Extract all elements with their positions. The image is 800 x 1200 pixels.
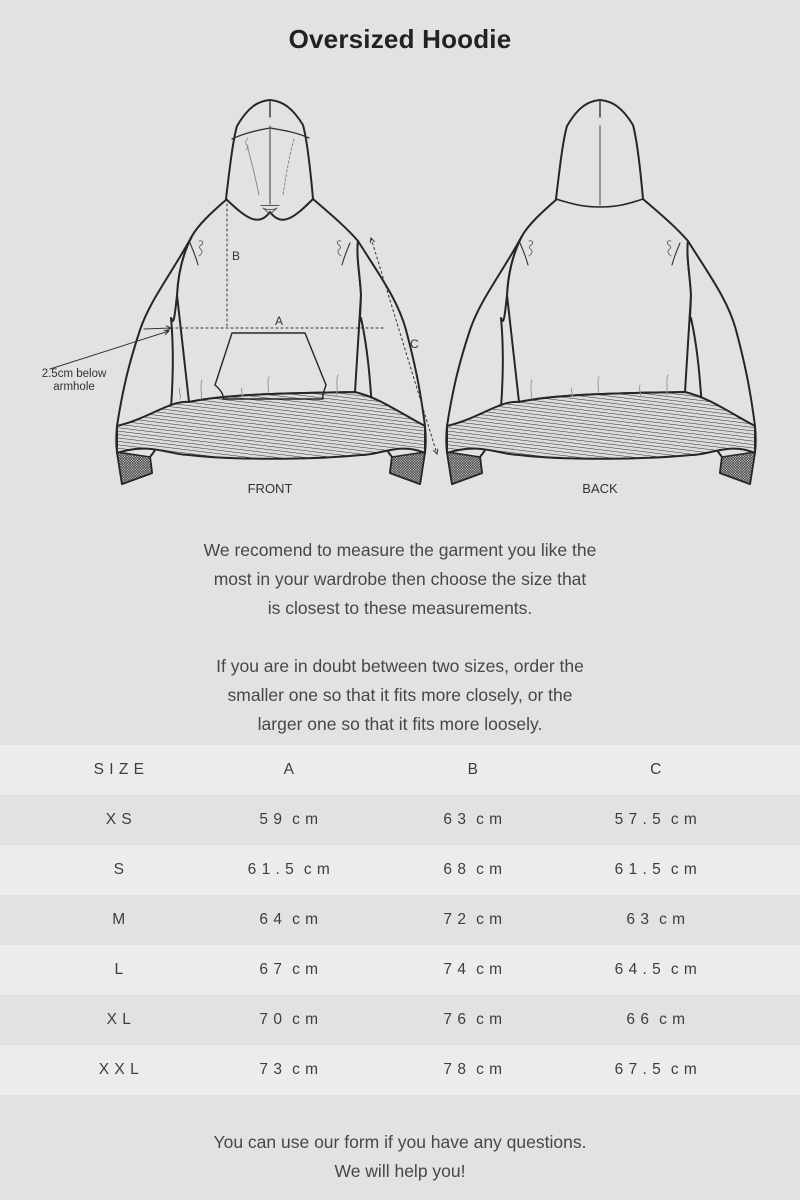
svg-text:A: A [275,314,283,328]
svg-text:C: C [410,337,419,351]
svg-text:armhole: armhole [53,381,95,393]
svg-text:B: B [232,249,240,263]
svg-text:BACK: BACK [582,481,618,496]
svg-text:FRONT: FRONT [248,481,293,496]
svg-text:2.5cm below: 2.5cm below [42,368,107,380]
